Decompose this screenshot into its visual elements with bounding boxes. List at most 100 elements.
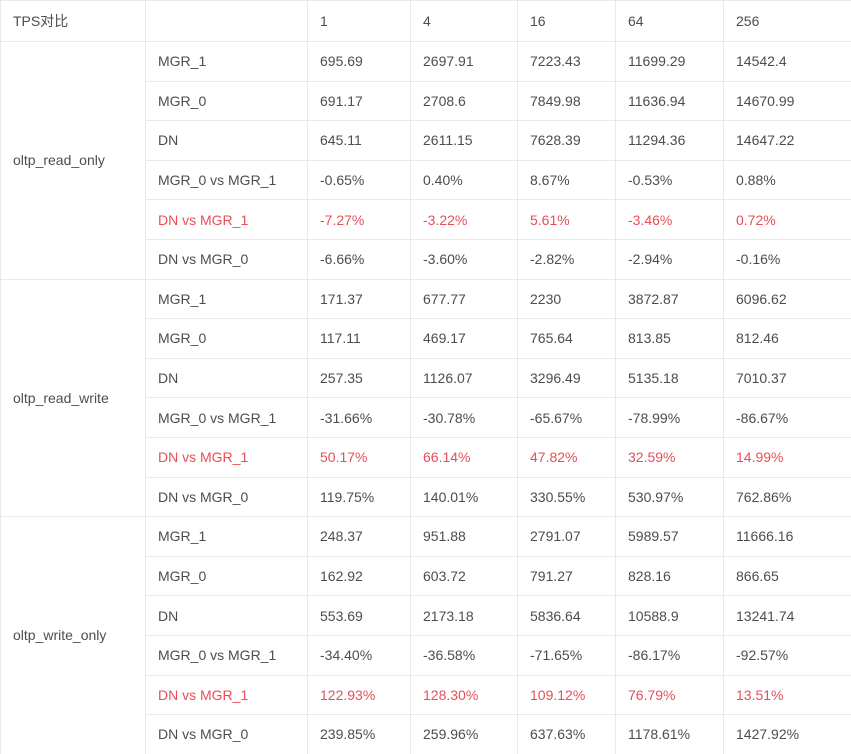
row-label: DN bbox=[145, 595, 308, 636]
value-cell: 7010.37 bbox=[723, 357, 851, 399]
row-label: MGR_1 bbox=[145, 516, 308, 557]
table-row: oltp_read_only MGR_1 695.69 2697.91 7223.43 1… bbox=[0, 41, 851, 280]
table-row: MGR_0 691.17 2708.6 7849.98 11636.94 14670.99 bbox=[1, 80, 851, 122]
value-cell: 2173.18 bbox=[410, 595, 518, 636]
value-cell: 13.51% bbox=[723, 674, 851, 716]
value-cell: 553.69 bbox=[307, 595, 411, 636]
value-cell: 695.69 bbox=[307, 41, 411, 82]
table-row: oltp_read_write MGR_1 171.37 677.77 2230 3872… bbox=[0, 278, 851, 518]
value-cell: -36.58% bbox=[410, 634, 518, 676]
value-cell: 8.67% bbox=[517, 159, 616, 201]
value-cell: 3872.87 bbox=[615, 278, 724, 320]
value-cell: 239.85% bbox=[307, 714, 411, 754]
value-cell: 162.92 bbox=[307, 555, 411, 597]
value-cell: 530.97% bbox=[615, 476, 724, 518]
value-cell: -31.66% bbox=[307, 397, 411, 438]
value-cell: -6.66% bbox=[307, 238, 411, 280]
value-cell: 128.30% bbox=[410, 674, 518, 716]
value-cell: 1126.07 bbox=[410, 357, 518, 399]
row-label: DN bbox=[145, 357, 308, 399]
row-label: MGR_0 bbox=[145, 555, 308, 597]
row-label: MGR_0 vs MGR_1 bbox=[145, 159, 308, 201]
table-body: oltp_read_only MGR_1 695.69 2697.91 7223.43 1… bbox=[0, 41, 851, 754]
value-cell: 140.01% bbox=[410, 476, 518, 518]
value-cell: 677.77 bbox=[410, 278, 518, 320]
value-cell: -92.57% bbox=[723, 634, 851, 676]
row-label: DN vs MGR_1 bbox=[145, 199, 308, 240]
value-cell: 813.85 bbox=[615, 318, 724, 359]
value-cell: 1427.92% bbox=[723, 714, 851, 754]
value-cell: 812.46 bbox=[723, 318, 851, 359]
value-cell: 5135.18 bbox=[615, 357, 724, 399]
value-cell: 1178.61% bbox=[615, 714, 724, 754]
value-cell: 691.17 bbox=[307, 80, 411, 122]
value-cell: 50.17% bbox=[307, 436, 411, 478]
value-cell: 11699.29 bbox=[615, 41, 724, 82]
value-cell: -0.16% bbox=[723, 238, 851, 280]
value-cell: 2230 bbox=[517, 278, 616, 320]
value-cell: 2697.91 bbox=[410, 41, 518, 82]
value-cell: 47.82% bbox=[517, 436, 616, 478]
value-cell: 5836.64 bbox=[517, 595, 616, 636]
row-label: MGR_0 vs MGR_1 bbox=[145, 634, 308, 676]
row-label: MGR_1 bbox=[145, 41, 308, 82]
value-cell: 66.14% bbox=[410, 436, 518, 478]
value-cell: 109.12% bbox=[517, 674, 616, 716]
table-row: DN vs MGR_0 -6.66% -3.60% -2.82% -2.94% -0.16… bbox=[1, 238, 851, 280]
row-label: DN vs MGR_1 bbox=[145, 674, 308, 716]
value-cell: 14647.22 bbox=[723, 120, 851, 161]
value-cell: 11294.36 bbox=[615, 120, 724, 161]
row-label: DN bbox=[145, 120, 308, 161]
group-label: oltp_read_only bbox=[0, 41, 146, 280]
thread-count-header: 1 bbox=[307, 0, 411, 42]
value-cell: -0.65% bbox=[307, 159, 411, 201]
row-label: DN vs MGR_0 bbox=[145, 714, 308, 754]
value-cell: -34.40% bbox=[307, 634, 411, 676]
table-row: oltp_write_only MGR_1 248.37 951.88 2791.07 5… bbox=[0, 516, 851, 754]
value-cell: 0.72% bbox=[723, 199, 851, 240]
value-cell: 3296.49 bbox=[517, 357, 616, 399]
value-cell: 828.16 bbox=[615, 555, 724, 597]
group-label: oltp_write_only bbox=[0, 516, 146, 754]
value-cell: 5.61% bbox=[517, 199, 616, 240]
thread-count-header: 64 bbox=[615, 0, 724, 42]
value-cell: 117.11 bbox=[307, 318, 411, 359]
value-cell: 248.37 bbox=[307, 516, 411, 557]
value-cell: 2708.6 bbox=[410, 80, 518, 122]
metric-column-header bbox=[145, 0, 308, 42]
value-cell: -0.53% bbox=[615, 159, 724, 201]
thread-count-header: 16 bbox=[517, 0, 616, 42]
row-label: MGR_0 bbox=[145, 318, 308, 359]
value-cell: -71.65% bbox=[517, 634, 616, 676]
table-row: DN 257.35 1126.07 3296.49 5135.18 7010.37 bbox=[1, 357, 851, 399]
value-cell: 5989.57 bbox=[615, 516, 724, 557]
value-cell: 119.75% bbox=[307, 476, 411, 518]
value-cell: -7.27% bbox=[307, 199, 411, 240]
row-label: DN vs MGR_0 bbox=[145, 238, 308, 280]
table-row: DN vs MGR_1 122.93% 128.30% 109.12% 76.79% 13… bbox=[1, 674, 851, 716]
value-cell: 469.17 bbox=[410, 318, 518, 359]
value-cell: 951.88 bbox=[410, 516, 518, 557]
table-row: MGR_0 162.92 603.72 791.27 828.16 866.65 bbox=[1, 555, 851, 597]
value-cell: -78.99% bbox=[615, 397, 724, 438]
value-cell: 0.88% bbox=[723, 159, 851, 201]
value-cell: 791.27 bbox=[517, 555, 616, 597]
row-label: MGR_0 bbox=[145, 80, 308, 122]
corner-label: TPS对比 bbox=[0, 0, 146, 42]
value-cell: -2.94% bbox=[615, 238, 724, 280]
value-cell: 259.96% bbox=[410, 714, 518, 754]
value-cell: -86.17% bbox=[615, 634, 724, 676]
value-cell: 7628.39 bbox=[517, 120, 616, 161]
table-row: DN vs MGR_1 50.17% 66.14% 47.82% 32.59% 14.99… bbox=[1, 436, 851, 478]
table-row: MGR_0 vs MGR_1 -34.40% -36.58% -71.65% -86.1… bbox=[1, 634, 851, 676]
value-cell: 76.79% bbox=[615, 674, 724, 716]
value-cell: 11666.16 bbox=[723, 516, 851, 557]
row-label: MGR_0 vs MGR_1 bbox=[145, 397, 308, 438]
group-label: oltp_read_write bbox=[0, 278, 146, 518]
value-cell: 13241.74 bbox=[723, 595, 851, 636]
value-cell: -3.60% bbox=[410, 238, 518, 280]
value-cell: 14.99% bbox=[723, 436, 851, 478]
value-cell: 7849.98 bbox=[517, 80, 616, 122]
